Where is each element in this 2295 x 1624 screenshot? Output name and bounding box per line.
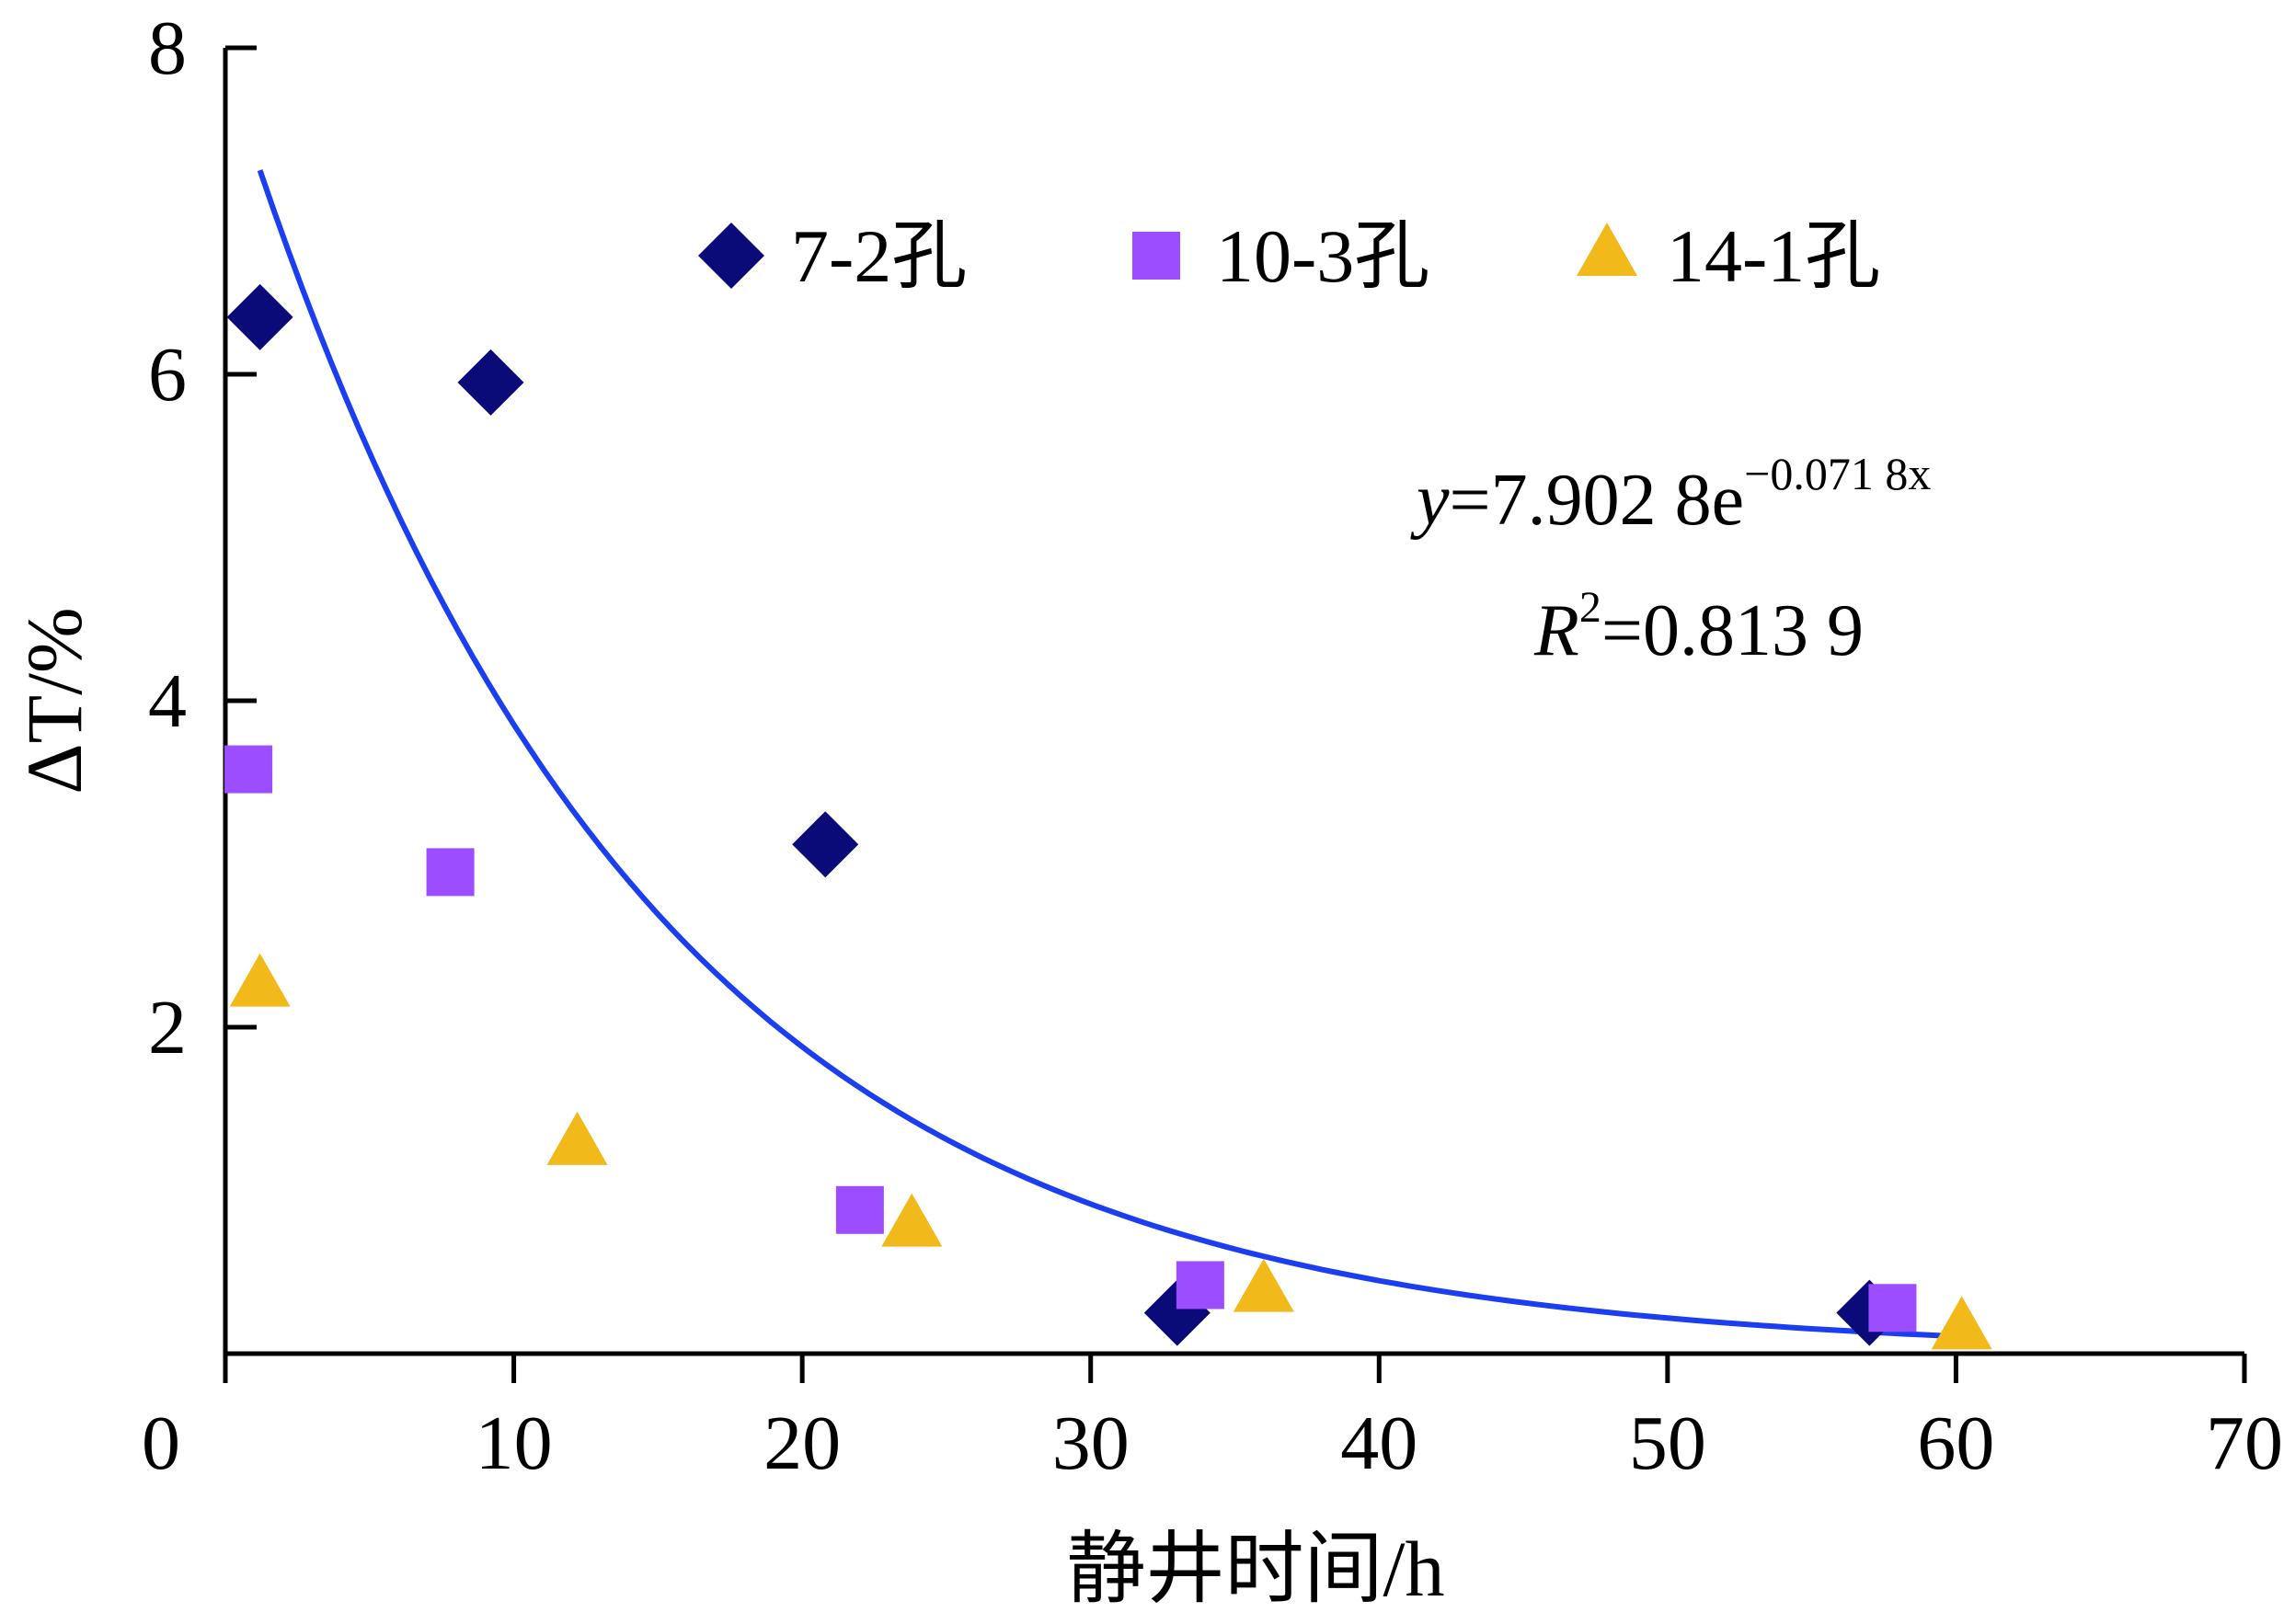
legend: 7-2孔 10-3孔 14-1孔	[698, 214, 1880, 298]
point-triangle	[546, 1111, 608, 1165]
r-squared-superscript: 2	[1579, 583, 1601, 632]
point-diamond	[792, 811, 859, 878]
equation-line: y=7.902 8e−0.071 8x	[1410, 448, 1931, 541]
y-tick-label: 8	[148, 6, 187, 91]
axes: 2 4 6 8 0 10 20 30 40 50 60 70	[142, 6, 2283, 1486]
exponential-trendline	[257, 169, 1962, 1340]
x-tick-label: 30	[1052, 1401, 1130, 1486]
point-square	[224, 745, 273, 794]
point-triangle	[1931, 1296, 1992, 1350]
data-points	[224, 283, 1992, 1350]
point-triangle	[881, 1193, 943, 1247]
equation-exponent: −0.071 8x	[1744, 448, 1931, 499]
x-axis-title: 静井时间/h	[1067, 1525, 1445, 1613]
legend-label: 7-2孔	[791, 214, 967, 298]
legend-marker-triangle	[1577, 223, 1637, 277]
point-triangle	[229, 953, 291, 1007]
x-tick-label: 20	[763, 1401, 841, 1486]
point-square	[1868, 1284, 1917, 1332]
equation-var: y	[1410, 460, 1450, 541]
axis-titles: 静井时间/h ΔT/%	[10, 607, 1444, 1613]
y-tick-label: 2	[148, 985, 187, 1070]
y-tick-label: 6	[148, 332, 187, 417]
legend-label: 10-3孔	[1216, 214, 1429, 298]
point-diamond	[457, 349, 524, 416]
x-tick-label: 50	[1629, 1401, 1706, 1486]
x-tick-label: 70	[2206, 1401, 2283, 1486]
point-square	[426, 848, 475, 897]
r-squared-line: R2=0.813 9	[1533, 583, 1864, 671]
r-squared-var: R	[1533, 590, 1579, 671]
equation-body: =7.902 8e	[1450, 460, 1745, 541]
trendline-layer	[257, 169, 1962, 1340]
point-square	[835, 1185, 884, 1234]
trend-equation: y=7.902 8e−0.071 8x R2=0.813 9	[1410, 448, 1931, 671]
x-tick-label: 0	[142, 1401, 180, 1486]
x-tick-label: 10	[476, 1401, 553, 1486]
legend-label: 14-1孔	[1667, 214, 1880, 298]
legend-marker-diamond	[698, 223, 764, 289]
legend-marker-square	[1132, 232, 1180, 280]
y-axis-title: ΔT/%	[10, 607, 98, 794]
r-squared-value: =0.813 9	[1601, 590, 1864, 671]
point-triangle	[1233, 1258, 1294, 1312]
x-tick-label: 60	[1917, 1401, 1994, 1486]
point-diamond	[226, 283, 293, 350]
point-square	[1176, 1261, 1224, 1309]
y-tick-label: 4	[148, 658, 187, 744]
x-tick-label: 40	[1340, 1401, 1417, 1486]
